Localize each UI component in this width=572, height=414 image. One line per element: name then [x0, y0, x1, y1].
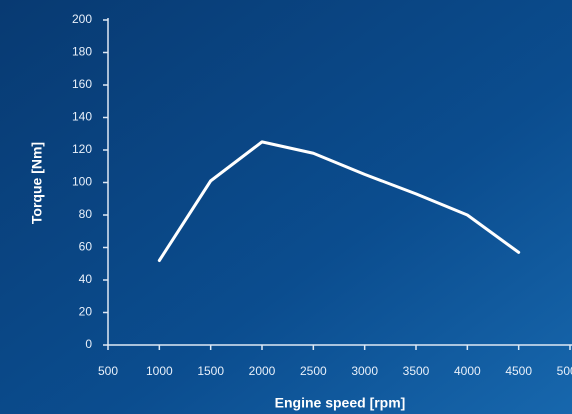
y-tick-label: 20: [79, 305, 93, 319]
x-tick-label: 4500: [505, 364, 532, 378]
x-tick-label: 500: [98, 364, 118, 378]
y-tick-label: 80: [79, 207, 93, 221]
x-tick-label: 3000: [351, 364, 378, 378]
x-tick-label: 4000: [454, 364, 481, 378]
x-tick-label: 2000: [249, 364, 276, 378]
y-tick-label: 0: [85, 337, 92, 351]
y-tick-label: 120: [72, 142, 92, 156]
y-tick-label: 40: [79, 272, 93, 286]
x-tick-label: 1000: [146, 364, 173, 378]
y-tick-label: 160: [72, 77, 92, 91]
x-tick-label: 5000: [557, 364, 572, 378]
y-tick-label: 100: [72, 175, 92, 189]
x-tick-label: 1500: [197, 364, 224, 378]
x-axis-title: Engine speed [rpm]: [275, 395, 406, 411]
y-axis-title: Torque [Nm]: [29, 142, 45, 224]
y-tick-label: 140: [72, 110, 92, 124]
y-tick-label: 180: [72, 45, 92, 59]
y-tick-label: 200: [72, 12, 92, 26]
x-tick-label: 2500: [300, 364, 327, 378]
line: [157, 140, 521, 262]
y-tick-label: 60: [79, 240, 93, 254]
x-tick-label: 3500: [403, 364, 430, 378]
